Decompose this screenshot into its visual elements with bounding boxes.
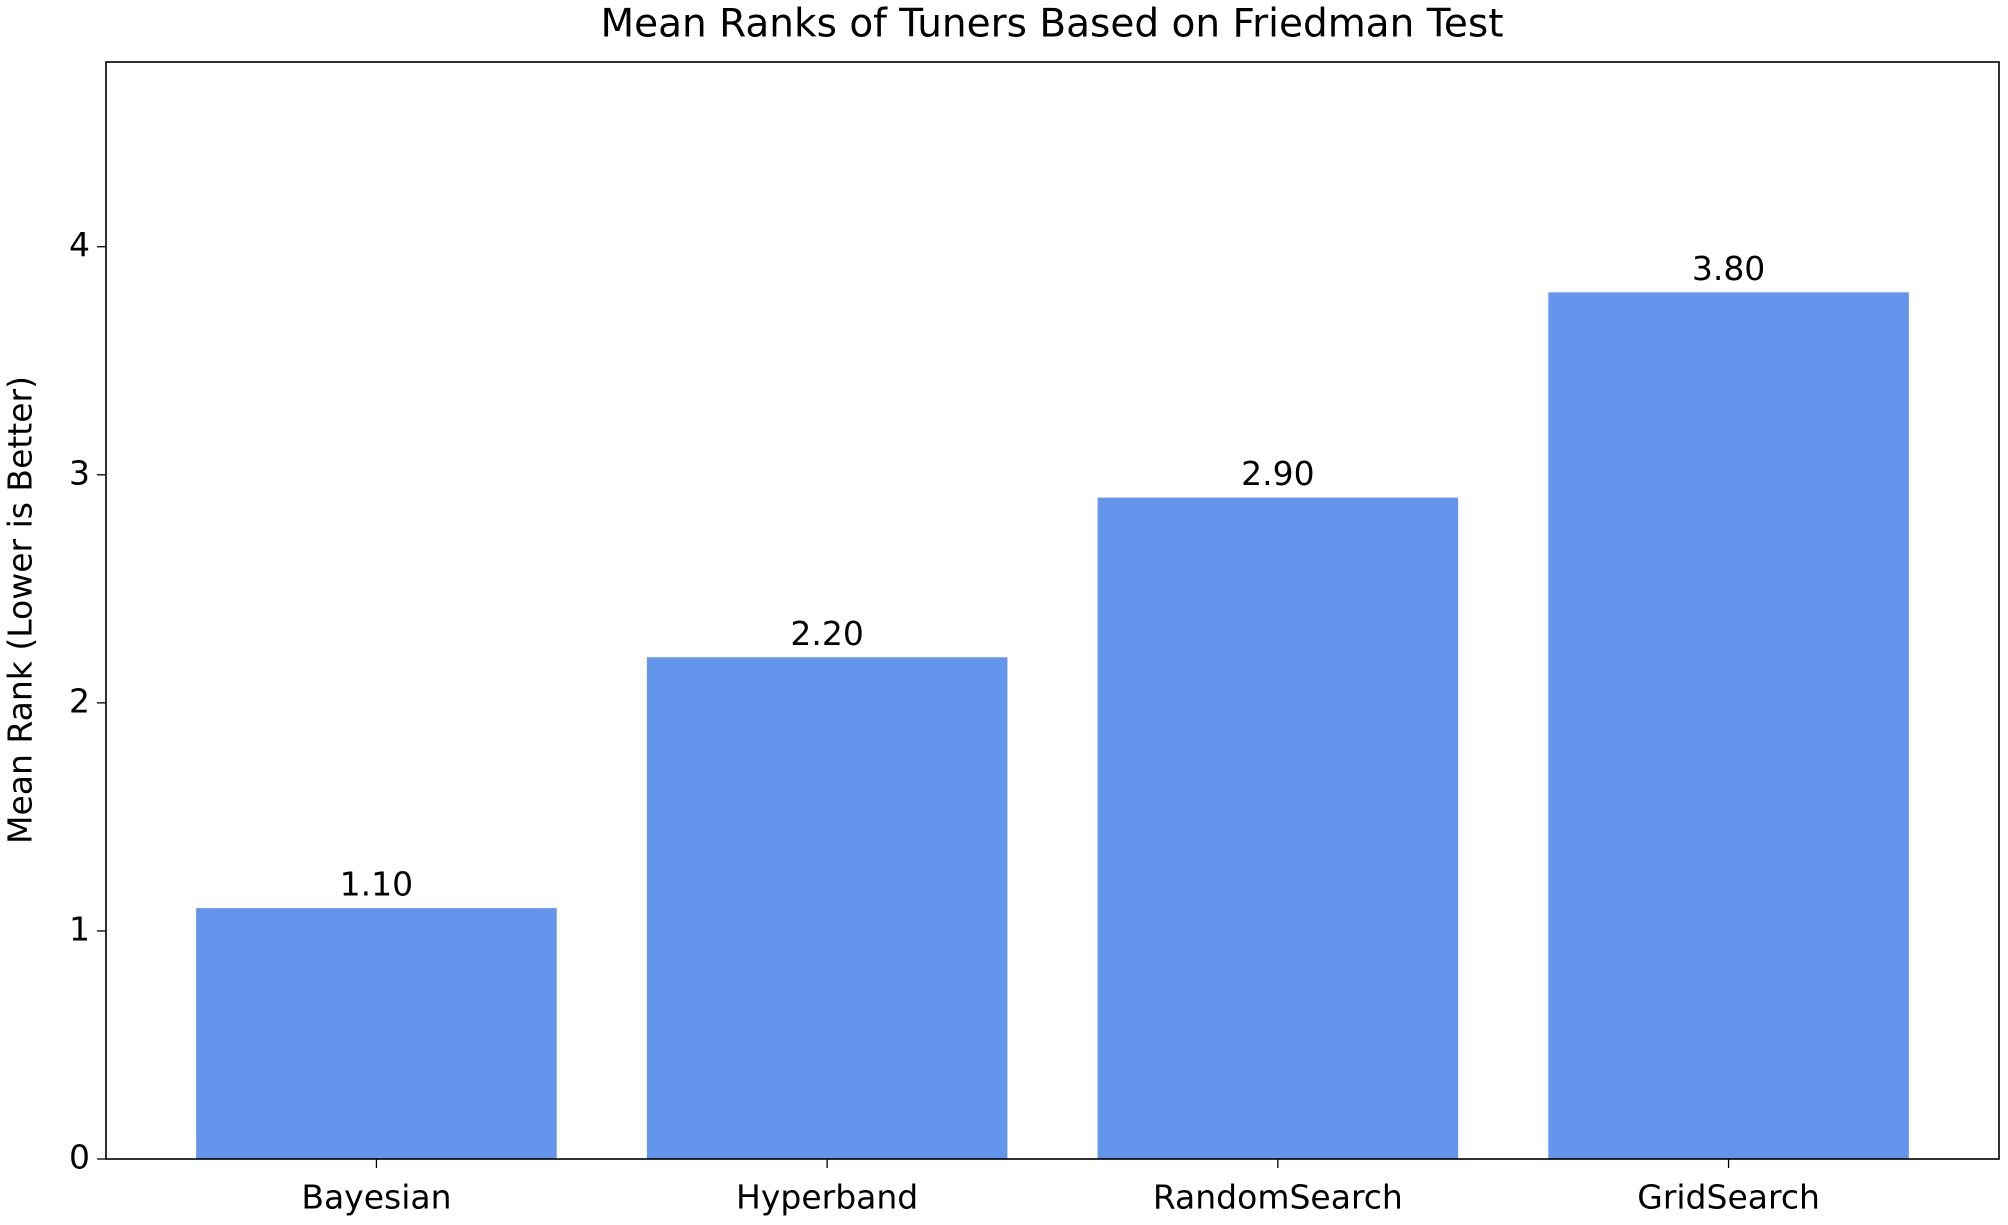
bar [1548, 292, 1909, 1160]
y-tick-label: 2 [69, 681, 90, 720]
value-label: 2.90 [1241, 454, 1314, 493]
plot-frame [105, 61, 2000, 1160]
y-tick-label: 3 [69, 453, 90, 492]
y-tick-label: 4 [69, 225, 90, 264]
x-tick-label: GridSearch [1637, 1178, 1820, 1217]
value-label: 2.20 [790, 614, 863, 653]
x-tick-label: RandomSearch [1153, 1178, 1403, 1217]
bar [1097, 497, 1459, 1159]
chart-title: Mean Ranks of Tuners Based on Friedman T… [601, 2, 1504, 47]
x-tick-label: Hyperband [736, 1178, 918, 1217]
bar [196, 908, 557, 1159]
y-axis-label: Mean Rank (Lower is Better) [1, 376, 40, 844]
y-tick-label: 0 [69, 1138, 90, 1177]
value-label: 1.10 [340, 865, 413, 904]
bar [646, 657, 1008, 1159]
x-tick-label: Bayesian [301, 1178, 451, 1217]
y-tick-label: 1 [69, 909, 90, 948]
value-label: 3.80 [1692, 249, 1765, 288]
